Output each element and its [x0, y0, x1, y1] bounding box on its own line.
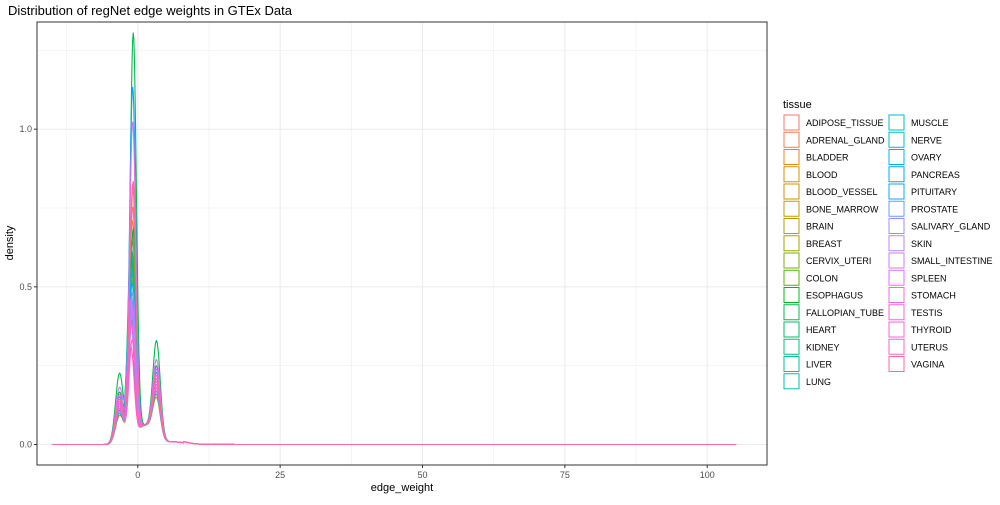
- legend-label: LIVER: [806, 360, 833, 370]
- legend-label: OVARY: [911, 153, 942, 163]
- legend-key-uterus: [888, 338, 905, 355]
- legend-label: BLADDER: [806, 153, 849, 163]
- legend-label: UTERUS: [911, 342, 948, 352]
- legend-key-thyroid: [888, 321, 905, 338]
- legend-label: KIDNEY: [806, 342, 840, 352]
- x-tick-label: 50: [417, 470, 427, 480]
- legend-key-ovary: [888, 149, 905, 165]
- legend-key-spleen: [888, 269, 905, 286]
- plot-panel: [37, 22, 767, 465]
- legend-label: SPLEEN: [911, 273, 947, 283]
- legend-title: tissue: [783, 99, 812, 111]
- legend-key-nerve: [888, 131, 905, 148]
- legend-key-stomach: [888, 287, 905, 303]
- legend-key-blood_vessel: [783, 183, 800, 200]
- legend-key-pancreas: [888, 166, 905, 183]
- y-tick-label: 0.0: [19, 440, 32, 450]
- legend-key-brain: [783, 218, 800, 234]
- plot-area: 0 25 50 75 100 0.0 0.5 1.0: [19, 21, 768, 480]
- legend-label: BLOOD_VESSEL: [806, 187, 878, 197]
- legend-label: THYROID: [911, 325, 952, 335]
- legend-label: STOMACH: [911, 291, 956, 301]
- legend-key-lung: [783, 373, 800, 390]
- legend-key-pituitary: [888, 183, 905, 200]
- legend-label: MUSCLE: [911, 118, 949, 128]
- x-axis-label: edge_weight: [371, 482, 433, 494]
- plot-border: [36, 21, 768, 466]
- legend: tissue ADIPOSE_TISSUE ADRENAL_GLAND BLADDER…: [783, 99, 993, 390]
- legend-key-testis: [888, 304, 905, 321]
- legend-label: NERVE: [911, 135, 942, 145]
- legend-label: PITUITARY: [911, 187, 957, 197]
- legend-key-colon: [783, 269, 800, 286]
- legend-key-skin: [888, 235, 905, 252]
- legend-label: SMALL_INTESTINE: [911, 256, 993, 266]
- legend-key-bladder: [783, 149, 800, 165]
- x-tick-label: 100: [700, 470, 715, 480]
- legend-key-kidney: [783, 338, 800, 355]
- legend-key-breast: [783, 235, 800, 252]
- legend-key-small_intestine: [888, 252, 905, 269]
- x-tick-label: 75: [560, 470, 570, 480]
- legend-key-esophagus: [783, 287, 800, 303]
- legend-key-adipose_tissue: [783, 114, 800, 131]
- legend-label: COLON: [806, 273, 838, 283]
- legend-label: ADIPOSE_TISSUE: [806, 118, 884, 128]
- legend-label: ADRENAL_GLAND: [806, 135, 885, 145]
- legend-label: BONE_MARROW: [806, 204, 879, 214]
- legend-label: BLOOD: [806, 170, 838, 180]
- legend-key-prostate: [888, 200, 905, 217]
- series-line-vagina: [52, 184, 737, 446]
- legend-label: SALIVARY_GLAND: [911, 222, 991, 232]
- x-tick-label: 0: [135, 470, 140, 480]
- legend-label: PANCREAS: [911, 170, 960, 180]
- legend-key-vagina: [888, 356, 905, 372]
- x-tick-label: 25: [275, 470, 285, 480]
- legend-label: FALLOPIAN_TUBE: [806, 308, 884, 318]
- legend-key-heart: [783, 321, 800, 338]
- legend-key-liver: [783, 356, 800, 372]
- legend-label: TESTIS: [911, 308, 943, 318]
- y-axis-label: density: [4, 225, 16, 260]
- legend-label: HEART: [806, 325, 837, 335]
- legend-label: BRAIN: [806, 222, 834, 232]
- chart-title: Distribution of regNet edge weights in G…: [8, 3, 293, 18]
- legend-key-salivary_gland: [888, 218, 905, 234]
- legend-label: CERVIX_UTERI: [806, 256, 871, 266]
- legend-key-fallopian_tube: [783, 304, 800, 321]
- legend-key-muscle: [888, 114, 905, 131]
- legend-label: LUNG: [806, 377, 831, 387]
- y-tick-label: 0.5: [19, 282, 32, 292]
- legend-key-bone_marrow: [783, 200, 800, 217]
- legend-label: SKIN: [911, 239, 932, 249]
- legend-label: BREAST: [806, 239, 843, 249]
- legend-label: PROSTATE: [911, 204, 958, 214]
- y-tick-label: 1.0: [19, 124, 32, 134]
- legend-key-cervix_uteri: [783, 252, 800, 269]
- legend-key-adrenal_gland: [783, 131, 800, 148]
- legend-label: ESOPHAGUS: [806, 291, 863, 301]
- legend-label: VAGINA: [911, 360, 944, 370]
- legend-key-blood: [783, 166, 800, 183]
